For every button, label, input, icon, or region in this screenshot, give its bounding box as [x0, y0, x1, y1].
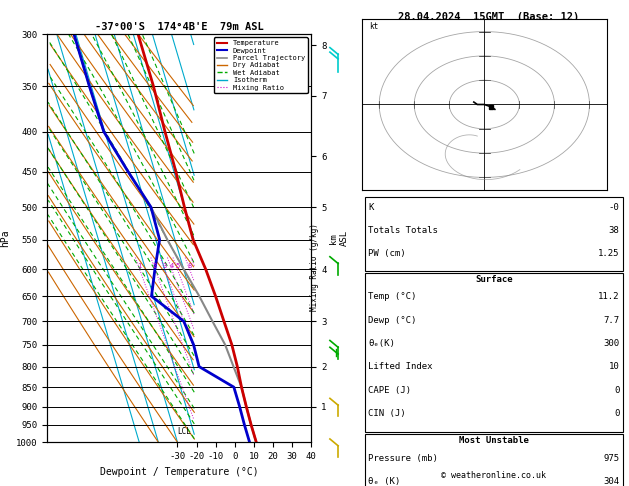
- Text: 10: 10: [609, 363, 620, 371]
- Text: © weatheronline.co.uk: © weatheronline.co.uk: [442, 471, 546, 480]
- Text: 8: 8: [187, 263, 192, 269]
- Text: CIN (J): CIN (J): [368, 409, 406, 418]
- Text: Most Unstable: Most Unstable: [459, 436, 529, 445]
- Text: 7.7: 7.7: [603, 316, 620, 325]
- Text: 300: 300: [603, 339, 620, 348]
- Text: 28.04.2024  15GMT  (Base: 12): 28.04.2024 15GMT (Base: 12): [398, 12, 579, 22]
- Text: 38: 38: [609, 226, 620, 235]
- Text: Surface: Surface: [475, 275, 513, 284]
- Text: Dewp (°C): Dewp (°C): [368, 316, 416, 325]
- Legend: Temperature, Dewpoint, Parcel Trajectory, Dry Adiabat, Wet Adiabat, Isotherm, Mi: Temperature, Dewpoint, Parcel Trajectory…: [214, 37, 308, 93]
- Text: LCL: LCL: [177, 427, 192, 436]
- Text: 3: 3: [162, 263, 167, 269]
- Text: Temp (°C): Temp (°C): [368, 293, 416, 301]
- Text: Lifted Index: Lifted Index: [368, 363, 433, 371]
- Text: θₑ (K): θₑ (K): [368, 477, 400, 486]
- Text: 304: 304: [603, 477, 620, 486]
- Text: 2: 2: [153, 263, 157, 269]
- Text: 0: 0: [614, 386, 620, 395]
- X-axis label: Dewpoint / Temperature (°C): Dewpoint / Temperature (°C): [100, 467, 259, 477]
- Text: θₑ(K): θₑ(K): [368, 339, 395, 348]
- Text: 1: 1: [137, 263, 142, 269]
- Title: -37°00'S  174°4B'E  79m ASL: -37°00'S 174°4B'E 79m ASL: [95, 22, 264, 32]
- Text: 975: 975: [603, 453, 620, 463]
- Text: CAPE (J): CAPE (J): [368, 386, 411, 395]
- Y-axis label: hPa: hPa: [1, 229, 11, 247]
- Text: Totals Totals: Totals Totals: [368, 226, 438, 235]
- Y-axis label: km
ASL: km ASL: [329, 230, 348, 246]
- Text: 5: 5: [175, 263, 179, 269]
- Text: K: K: [368, 203, 374, 212]
- Text: Pressure (mb): Pressure (mb): [368, 453, 438, 463]
- Text: kt: kt: [369, 22, 378, 31]
- Text: -0: -0: [609, 203, 620, 212]
- Text: 1.25: 1.25: [598, 249, 620, 259]
- Text: 0: 0: [614, 409, 620, 418]
- Text: 4: 4: [170, 263, 174, 269]
- Text: PW (cm): PW (cm): [368, 249, 406, 259]
- Text: Mixing Ratio (g/kg): Mixing Ratio (g/kg): [310, 224, 319, 311]
- Text: 11.2: 11.2: [598, 293, 620, 301]
